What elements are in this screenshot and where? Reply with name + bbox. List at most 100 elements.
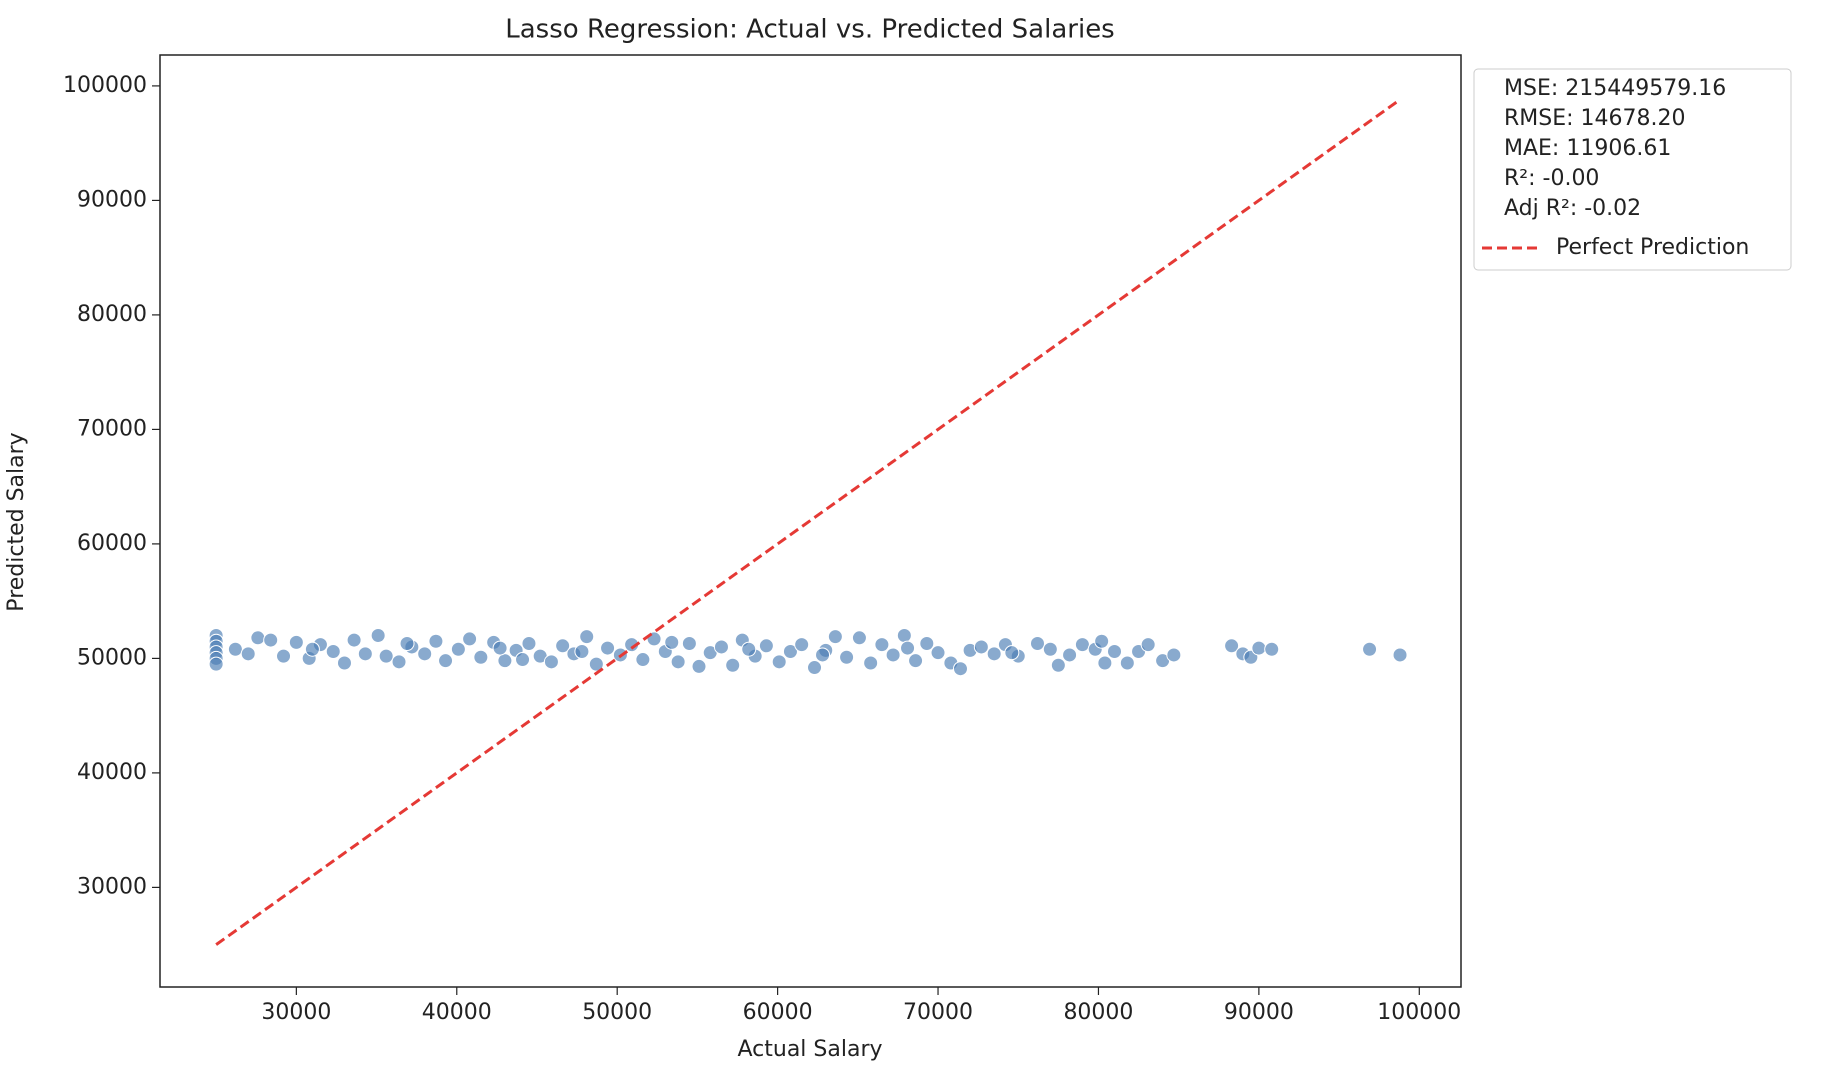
scatter-point [588, 656, 604, 672]
x-tick-label: 50000 [582, 1000, 652, 1025]
scatter-point [438, 653, 454, 669]
scatter-point [1029, 636, 1045, 652]
scatter-point [827, 629, 843, 645]
scatter-point [574, 644, 590, 660]
scatter-point [600, 640, 616, 656]
legend-annotation: RMSE: 14678.20 [1504, 106, 1686, 131]
y-tick-label: 40000 [77, 760, 147, 785]
scatter-point [691, 658, 707, 674]
x-axis-label: Actual Salary [737, 1037, 882, 1062]
scatter-point [1140, 637, 1156, 653]
scatter-point [208, 656, 224, 672]
scatter-point [725, 657, 741, 673]
scatter-point [462, 631, 478, 647]
scatter-point [874, 637, 890, 653]
scatter-point [908, 653, 924, 669]
y-tick-label: 100000 [63, 73, 147, 98]
scatter-point [276, 648, 292, 664]
scatter-point [635, 652, 651, 668]
y-tick-label: 80000 [77, 302, 147, 327]
plot-frame [159, 54, 1462, 988]
scatter-point [1050, 657, 1066, 673]
scatter-point [758, 638, 774, 654]
scatter-point [521, 636, 537, 652]
y-axis-label: Predicted Salary [4, 432, 29, 611]
scatter-point [1094, 633, 1110, 649]
scatter-point [807, 660, 823, 676]
scatter-point [417, 646, 433, 662]
chart-title: Lasso Regression: Actual vs. Predicted S… [505, 15, 1114, 45]
scatter-point [952, 661, 968, 677]
x-tick-label: 90000 [1224, 1000, 1294, 1025]
scatter-point [399, 636, 415, 652]
scatter-point [681, 636, 697, 652]
scatter-point [1251, 640, 1267, 656]
scatter-point [304, 641, 320, 657]
scatter-point [1224, 638, 1240, 654]
scatter-point [346, 632, 362, 648]
y-tick-label: 60000 [77, 531, 147, 556]
scatter-point [1119, 655, 1135, 671]
scatter-point [896, 627, 912, 643]
x-tick-label: 30000 [261, 1000, 331, 1025]
scatter-point [839, 649, 855, 665]
scatter-point [815, 647, 831, 663]
scatter-point [250, 630, 266, 646]
scatter-point [1062, 647, 1078, 663]
scatter-point [378, 648, 394, 664]
scatter-point [1106, 644, 1122, 660]
scatter-point [1392, 647, 1408, 663]
scatter-point [1074, 637, 1090, 653]
scatter-point [497, 653, 513, 669]
scatter-point [713, 639, 729, 655]
scatter-point [794, 637, 810, 653]
scatter-point [370, 627, 386, 643]
scatter-point [1097, 655, 1113, 671]
legend-annotation: Adj R²: -0.02 [1504, 196, 1641, 221]
x-tick-label: 40000 [422, 1000, 492, 1025]
scatter-point [263, 632, 279, 648]
x-tick-label: 80000 [1063, 1000, 1133, 1025]
scatter-point [664, 634, 680, 650]
scatter-point [240, 646, 256, 662]
scatter-point [473, 649, 489, 665]
scatter-point [670, 654, 686, 670]
y-tick-label: 30000 [77, 874, 147, 899]
scatter-point [863, 655, 879, 671]
scatter-point [851, 630, 867, 646]
scatter-point [1166, 647, 1182, 663]
scatter-point [986, 646, 1002, 662]
x-tick-label: 60000 [743, 1000, 813, 1025]
reference-line [215, 98, 1401, 946]
y-tick-label: 50000 [77, 645, 147, 670]
legend-annotation: R²: -0.00 [1504, 166, 1599, 191]
scatter-point [782, 644, 798, 660]
scatter-point [391, 654, 407, 670]
legend-annotation: MAE: 11906.61 [1504, 136, 1671, 161]
scatter-point [357, 646, 373, 662]
scatter-point [919, 636, 935, 652]
scatter-point [543, 654, 559, 670]
scatter-point [450, 641, 466, 657]
scatter-point [325, 644, 341, 660]
legend-label: Perfect Prediction [1556, 235, 1749, 260]
legend-annotation: MSE: 215449579.16 [1504, 76, 1726, 101]
y-tick-label: 90000 [77, 187, 147, 212]
scatter-point [1264, 641, 1280, 657]
scatter-point [741, 641, 757, 657]
y-tick-label: 70000 [77, 416, 147, 441]
scatter-point [1362, 641, 1378, 657]
scatter-point [515, 652, 531, 668]
x-tick-label: 100000 [1377, 1000, 1461, 1025]
scatter-point [288, 634, 304, 650]
scatter-point [771, 654, 787, 670]
scatter-point [428, 633, 444, 649]
scatter-point [930, 645, 946, 661]
scatter-point [900, 640, 916, 656]
scatter-point [336, 655, 352, 671]
scatter-point [227, 641, 243, 657]
scatter-point [885, 647, 901, 663]
scatter-point [555, 638, 571, 654]
